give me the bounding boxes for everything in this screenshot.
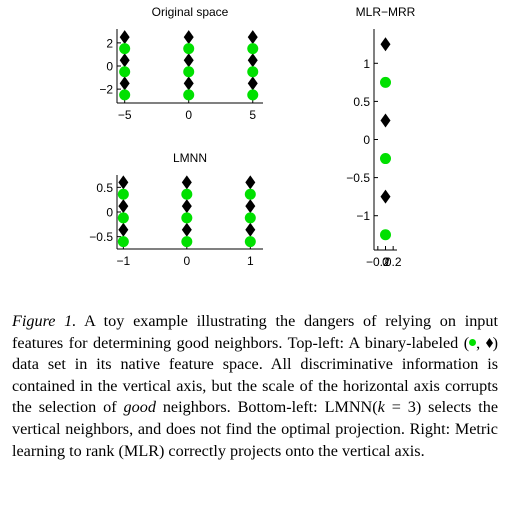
x-tick-label: −1 xyxy=(117,254,131,268)
caption-sep: , xyxy=(476,333,486,352)
green-circle-point xyxy=(119,43,131,55)
black-diamond-point xyxy=(247,76,258,91)
green-circle-point xyxy=(181,188,193,200)
y-tick-label: −0.5 xyxy=(346,171,370,185)
figure-panels: Original space−5 0 5−202 LMNN−1 0 1−0.500.5 … xyxy=(89,5,415,269)
black-diamond-point xyxy=(183,76,194,91)
green-circle-point xyxy=(183,66,195,78)
black-diamond-point xyxy=(247,53,258,68)
chart-title: LMNN xyxy=(173,151,207,165)
x-tick-label: 0 xyxy=(185,108,192,122)
x-tick-label: −0.2 xyxy=(366,255,390,269)
green-circle-point xyxy=(247,89,259,101)
black-diamond-point xyxy=(183,53,194,68)
caption-label: Figure 1. xyxy=(12,312,77,330)
green-circle-point xyxy=(119,89,131,101)
y-tick-label: 0 xyxy=(106,60,113,74)
y-tick-label: 1 xyxy=(363,57,370,71)
caption-text-4: = 3) selects the vertical neighbors, and… xyxy=(12,398,499,460)
green-circle-point xyxy=(117,236,129,248)
y-tick-label: −2 xyxy=(99,83,113,97)
black-diamond-point xyxy=(118,175,129,190)
black-diamond-point xyxy=(380,189,391,204)
caption-text-3: neighbors. Bottom-left: LMNN( xyxy=(155,398,378,417)
green-circle-point xyxy=(181,236,193,248)
green-circle-point xyxy=(183,89,195,101)
green-circle-point xyxy=(380,76,391,88)
y-tick-label: 0 xyxy=(106,206,113,220)
caption-text-2: ) data set in its native feature space. … xyxy=(12,333,499,417)
black-diamond-point xyxy=(119,30,130,45)
black-diamond-point xyxy=(245,175,256,190)
black-diamond-point xyxy=(183,30,194,45)
black-diamond-point xyxy=(119,76,130,91)
caption-k: k xyxy=(377,398,385,417)
green-circle-point xyxy=(183,43,195,55)
green-circle-point xyxy=(119,66,131,78)
green-circle-point xyxy=(117,188,129,200)
green-circle-point xyxy=(247,66,259,78)
x-tick-label: 1 xyxy=(247,254,254,268)
chart-title: Original space xyxy=(152,5,229,19)
panel-mlr-mrr: MLR−MRR−0.200.2−1−0.500.51 xyxy=(346,5,415,269)
green-circle-point xyxy=(117,212,129,224)
black-diamond-point xyxy=(181,175,192,190)
black-diamond-point xyxy=(119,53,130,68)
black-diamond-point xyxy=(245,199,256,214)
green-circle-point xyxy=(244,236,256,248)
green-circle-point xyxy=(380,229,391,241)
y-tick-label: 0.5 xyxy=(353,95,370,109)
black-diamond-point xyxy=(118,199,129,214)
x-tick-label: 0 xyxy=(382,255,389,269)
green-circle-point xyxy=(244,212,256,224)
x-tick-label: −5 xyxy=(118,108,132,122)
x-tick-label: 5 xyxy=(249,108,256,122)
black-diamond-point xyxy=(247,30,258,45)
x-tick-label: 0 xyxy=(183,254,190,268)
green-circle-point xyxy=(380,153,391,165)
green-circle-point xyxy=(247,43,259,55)
black-diamond-point xyxy=(181,199,192,214)
black-diamond-point xyxy=(380,37,391,52)
chart-title: MLR−MRR xyxy=(356,5,416,19)
green-circle-point xyxy=(181,212,193,224)
caption-emphasis: good xyxy=(123,398,156,417)
y-tick-label: 2 xyxy=(106,36,113,50)
black-diamond-point xyxy=(245,222,256,237)
caption-text-1: A toy example illustrating the dangers o… xyxy=(12,312,498,352)
panel-original-space: Original space −5 0 5 −2 0 2 xyxy=(99,5,263,122)
green-circle-icon xyxy=(469,338,477,346)
x-tick-label: 0.2 xyxy=(385,255,402,269)
figure-caption: Figure 1. A toy example illustrating the… xyxy=(12,311,498,462)
black-diamond-point xyxy=(118,222,129,237)
y-tick-label: 0.5 xyxy=(96,181,113,195)
y-tick-label: −0.5 xyxy=(89,230,113,244)
panel-lmnn: LMNN −1 0 1 −0.5 0 0.5 xyxy=(89,151,263,268)
black-diamond-point xyxy=(181,222,192,237)
y-tick-label: 0 xyxy=(363,133,370,147)
green-circle-point xyxy=(244,188,256,200)
black-diamond-point xyxy=(380,113,391,128)
y-tick-label: −1 xyxy=(356,209,370,223)
black-diamond-icon xyxy=(485,337,493,348)
